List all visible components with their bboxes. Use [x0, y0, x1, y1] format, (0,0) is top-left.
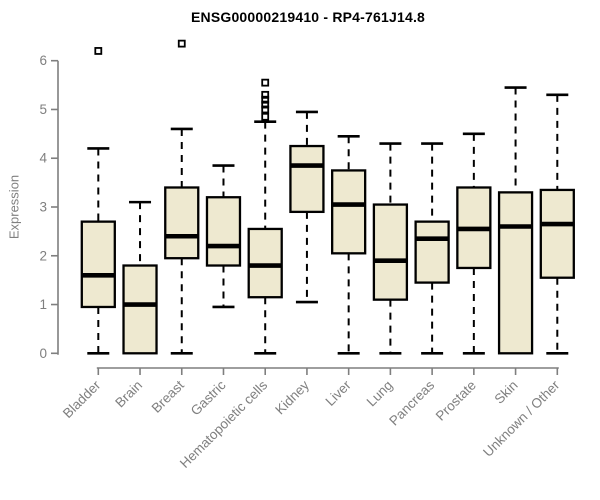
box-hematopoietic-cells: [247, 227, 283, 299]
box-bladder: [80, 220, 116, 309]
box-liver: [331, 169, 367, 255]
outlier-point-breast: [177, 39, 186, 48]
x-category-label: Gastric: [188, 377, 229, 418]
outlier-point-hematopoietic-cells: [261, 95, 270, 104]
box-unknown-other: [539, 188, 575, 279]
y-tick-label: 2: [39, 248, 47, 263]
y-tick-label: 4: [39, 151, 47, 166]
y-tick-label: 3: [39, 200, 47, 215]
x-category-label: Lung: [364, 378, 396, 410]
box-skin: [497, 191, 534, 355]
x-category-label: Skin: [492, 378, 521, 407]
y-tick-label: 0: [39, 346, 47, 361]
outlier-point-hematopoietic-cells: [261, 100, 270, 109]
x-category-label: Pancreas: [386, 377, 437, 428]
x-category-label: Breast: [149, 377, 187, 415]
x-category-label: Unknown / Other: [480, 377, 563, 460]
box-lung: [372, 203, 409, 301]
box-pancreas: [414, 220, 450, 284]
x-category-label: Kidney: [272, 377, 312, 417]
y-tick-label: 5: [39, 102, 47, 117]
y-tick-label: 6: [39, 53, 47, 68]
outlier-point-hematopoietic-cells: [261, 105, 270, 114]
box-brain: [122, 264, 158, 355]
x-category-label: Bladder: [60, 377, 104, 421]
box-kidney: [289, 144, 325, 214]
outlier-point-hematopoietic-cells: [261, 78, 270, 87]
outlier-point-bladder: [94, 47, 103, 55]
chart-title: ENSG00000219410 - RP4-761J14.8: [190, 9, 426, 25]
box-breast: [164, 186, 200, 260]
outlier-point-hematopoietic-cells: [261, 90, 270, 99]
x-category-label: Prostate: [433, 378, 479, 424]
outlier-point-hematopoietic-cells: [261, 112, 270, 121]
y-tick-label: 1: [39, 297, 47, 312]
x-category-label: Liver: [322, 377, 354, 409]
x-category-label: Brain: [112, 378, 145, 411]
box-gastric: [205, 196, 242, 267]
